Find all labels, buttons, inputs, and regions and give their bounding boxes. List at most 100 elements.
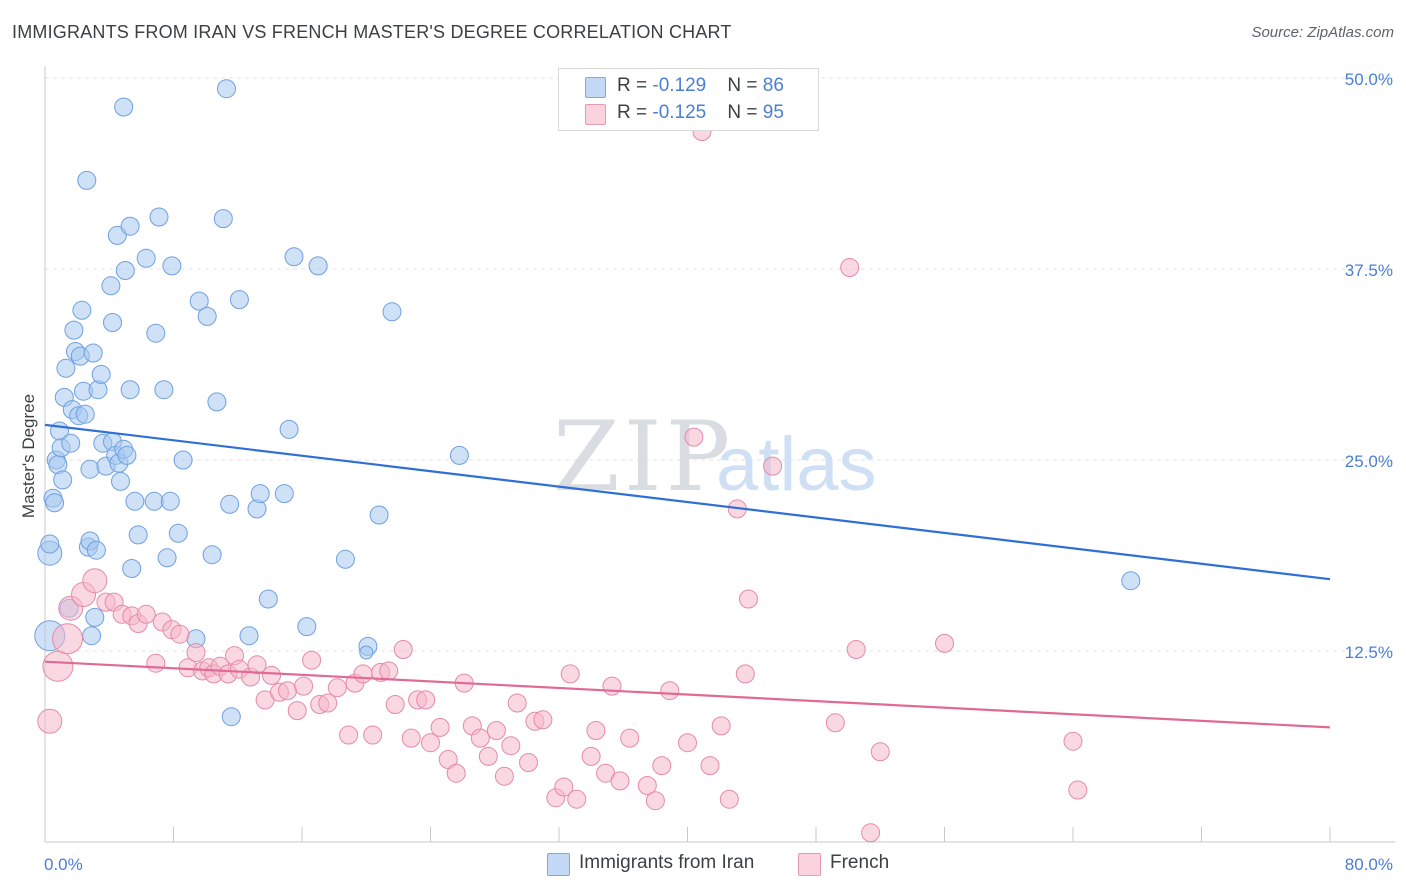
french-point-72 <box>620 728 640 748</box>
legend-swatch-french <box>585 104 606 125</box>
bottom-legend-swatch-french <box>798 853 821 876</box>
french-point-43 <box>385 695 405 714</box>
french-point-59 <box>507 693 527 713</box>
french-point-36 <box>327 678 347 698</box>
iran-point-53 <box>149 207 169 227</box>
y-axis-label: Master's Degree <box>19 394 38 518</box>
french-point-17 <box>186 643 206 662</box>
iran-point-51 <box>144 491 164 511</box>
french-point-81 <box>711 716 731 736</box>
iran-point-76 <box>284 247 304 267</box>
french-point-84 <box>735 664 755 684</box>
iran-point-48 <box>125 491 145 511</box>
iran-point-79 <box>335 549 355 569</box>
french-point-87 <box>825 713 845 733</box>
legend-stats-iran: R = -0.129 N = 86 <box>617 75 784 96</box>
french-point-71 <box>610 771 630 791</box>
iran-point-21 <box>75 404 95 424</box>
iran-point-15 <box>64 320 84 340</box>
french-point-49 <box>430 717 450 737</box>
french-point-56 <box>486 721 506 740</box>
iran-point-56 <box>160 491 180 511</box>
iran-point-62 <box>197 306 217 326</box>
french-point-65 <box>560 664 580 684</box>
bottom-legend-swatch-iran <box>547 853 570 876</box>
iran-point-78 <box>308 256 328 276</box>
iran-point-83 <box>449 445 469 465</box>
french-point-51 <box>446 763 466 783</box>
french-point-89 <box>846 640 866 659</box>
french-point-39 <box>353 664 373 684</box>
y-tick-labels: 12.5% 25.0% 37.5% 50.0% <box>1345 70 1393 662</box>
iran-point-70 <box>239 626 259 646</box>
french-point-58 <box>501 736 521 756</box>
french-point-68 <box>586 721 606 740</box>
iran-point-55 <box>157 548 177 568</box>
french-point-91 <box>870 742 890 762</box>
iran-point-68 <box>221 707 241 727</box>
iran-point-74 <box>274 484 294 504</box>
french-point-1 <box>42 650 74 682</box>
y-tick-label-1: 25.0% <box>1345 452 1393 471</box>
grid-lines <box>45 77 1395 652</box>
iran-point-59 <box>173 450 193 470</box>
chart-title: IMMIGRANTS FROM IRAN VS FRENCH MASTER'S … <box>12 22 732 42</box>
iran-point-44 <box>117 445 137 465</box>
iran-point-41 <box>114 97 134 117</box>
french-point-90 <box>861 823 881 843</box>
french-point-76 <box>660 681 680 701</box>
bottom-legend-label-iran: Immigrants from Iran <box>579 852 755 873</box>
y-tick-label-2: 37.5% <box>1345 261 1393 280</box>
iran-point-49 <box>128 525 148 545</box>
iran-point-57 <box>162 256 182 276</box>
iran-point-34 <box>101 276 121 296</box>
french-point-66 <box>567 789 587 809</box>
french-point-48 <box>421 733 440 753</box>
french-point-30 <box>278 681 297 701</box>
series-iran-points <box>34 79 1141 727</box>
iran-point-66 <box>217 79 236 99</box>
french-point-82 <box>719 789 739 809</box>
french-point-33 <box>302 650 322 670</box>
french-point-11 <box>136 604 156 624</box>
iran-point-47 <box>122 559 142 578</box>
iran-point-64 <box>207 392 227 412</box>
french-point-0 <box>37 708 63 734</box>
iran-point-50 <box>136 248 156 268</box>
iran-point-4 <box>45 493 65 513</box>
french-point-42 <box>379 661 399 681</box>
french-point-28 <box>262 665 281 685</box>
iran-point-67 <box>220 494 240 514</box>
french-point-35 <box>318 693 338 713</box>
iran-point-45 <box>120 380 140 400</box>
iran-point-65 <box>213 209 233 229</box>
french-point-26 <box>247 655 267 675</box>
iran-point-27 <box>85 607 105 627</box>
iran-point-46 <box>120 216 140 236</box>
french-point-45 <box>401 728 421 748</box>
french-point-67 <box>581 746 601 766</box>
french-point-31 <box>287 701 307 721</box>
french-point-88 <box>840 258 860 277</box>
french-point-5 <box>82 568 108 594</box>
french-point-80 <box>700 756 720 776</box>
x-tick-label-0: 0.0% <box>44 855 83 874</box>
trend-lines <box>44 423 1331 729</box>
french-point-75 <box>652 756 672 776</box>
iran-point-40 <box>111 471 130 491</box>
iran-point-19 <box>72 300 92 320</box>
iran-point-25 <box>80 459 100 479</box>
french-point-54 <box>470 728 490 748</box>
iran-point-26 <box>82 626 102 646</box>
iran-point-13 <box>61 433 81 453</box>
legend-stats-french: R = -0.125 N = 95 <box>617 102 784 123</box>
french-point-92 <box>935 633 954 653</box>
legend-swatch-iran <box>585 77 606 98</box>
iran-point-30 <box>88 380 108 400</box>
bottom-legend-label-french: French <box>830 852 890 873</box>
iran-point-58 <box>168 523 188 543</box>
watermark-zip: ZIP <box>553 401 734 513</box>
french-point-73 <box>637 776 657 795</box>
iran-point-81 <box>369 505 389 525</box>
iran-point-11 <box>56 358 76 378</box>
